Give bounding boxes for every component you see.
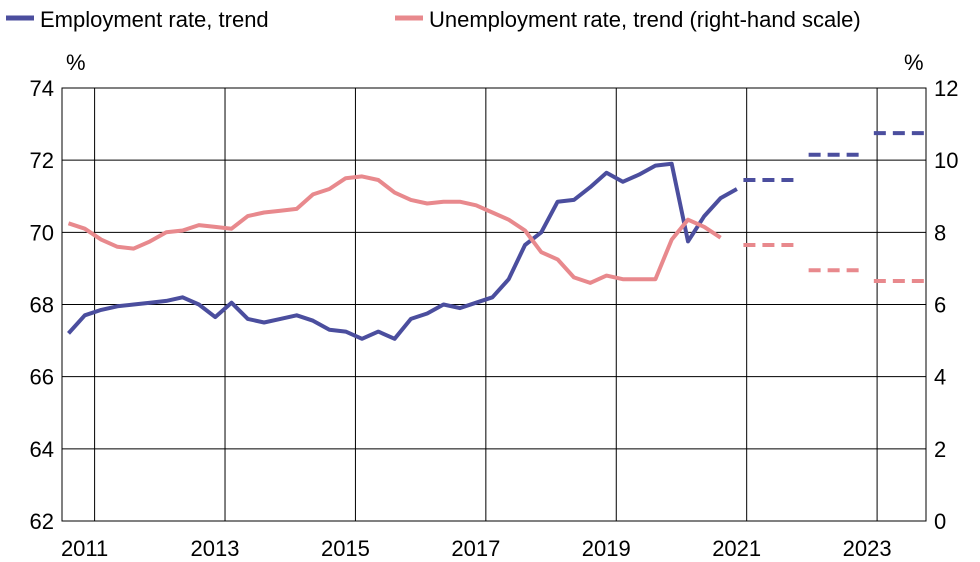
y-right-tick-label: 0 — [934, 509, 946, 534]
y-left-tick-label: 68 — [30, 293, 54, 318]
y-left-tick-label: 62 — [30, 509, 54, 534]
left-axis-unit: % — [66, 50, 86, 75]
y-right-tick-label: 6 — [934, 293, 946, 318]
y-right-tick-label: 2 — [934, 437, 946, 462]
unemployment-line — [69, 176, 721, 283]
y-left-tick-label: 64 — [30, 437, 54, 462]
right-axis-unit: % — [904, 50, 924, 75]
x-tick-label: 2017 — [451, 536, 500, 561]
axes: 62 0 64 2 66 4 68 6 70 8 72 10 74 12 2011 2013 2015 2017 2… — [30, 76, 959, 561]
x-tick-label: 2013 — [191, 536, 240, 561]
legend-label-unemployment: Unemployment rate, trend (right-hand sca… — [429, 7, 861, 32]
x-tick-label: 2023 — [843, 536, 892, 561]
y-right-tick-label: 4 — [934, 365, 946, 390]
x-tick-label: 2015 — [321, 536, 370, 561]
y-left-tick-label: 74 — [30, 76, 54, 101]
y-right-tick-label: 8 — [934, 220, 946, 245]
series — [69, 133, 930, 339]
y-left-tick-label: 70 — [30, 220, 54, 245]
x-tick-label: 2021 — [712, 536, 761, 561]
grid — [62, 88, 926, 521]
legend: Employment rate, trend Unemployment rate… — [6, 7, 861, 32]
x-tick-label: 2011 — [61, 536, 108, 561]
y-right-tick-label: 10 — [934, 148, 958, 173]
y-left-tick-label: 66 — [30, 365, 54, 390]
legend-label-employment: Employment rate, trend — [40, 7, 269, 32]
y-right-tick-label: 12 — [934, 76, 958, 101]
employment-line — [69, 164, 737, 339]
y-left-tick-label: 72 — [30, 148, 54, 173]
x-tick-label: 2019 — [582, 536, 631, 561]
